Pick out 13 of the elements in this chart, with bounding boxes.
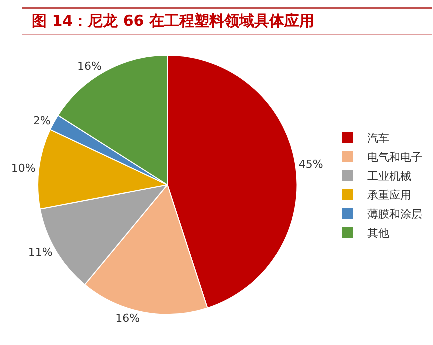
data-label: 11% xyxy=(28,246,53,260)
legend-label: 电气和电子 xyxy=(368,150,423,164)
data-label: 2% xyxy=(33,114,51,128)
chart-title: 图 14：尼龙 66 在工程塑料领域具体应用 xyxy=(22,7,432,35)
legend-label: 工业机械 xyxy=(368,170,412,183)
data-label: 45% xyxy=(298,158,324,172)
data-label: 16% xyxy=(78,60,102,73)
legend-label: 承重应用 xyxy=(368,188,412,202)
legend-label: 汽车 xyxy=(368,132,390,145)
legend-label: 薄膜和涂层 xyxy=(368,208,423,221)
data-label: 10% xyxy=(11,162,36,176)
data-label: 16% xyxy=(116,312,140,326)
legend-label: 其他 xyxy=(368,226,390,240)
